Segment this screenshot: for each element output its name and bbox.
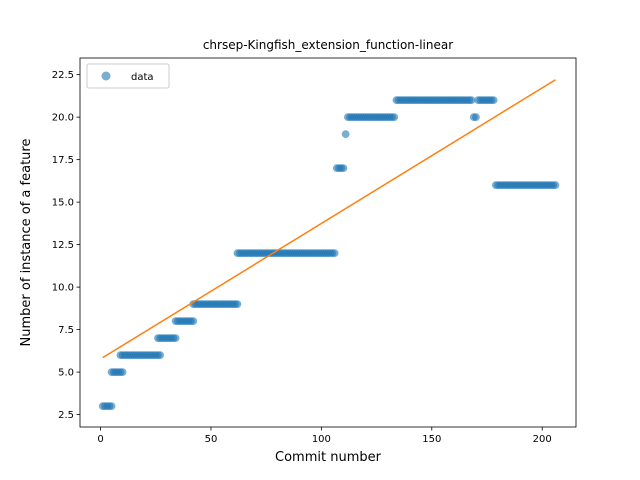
y-tick-label: 20.0 bbox=[52, 113, 74, 124]
x-tick-label: 50 bbox=[205, 434, 218, 445]
data-point bbox=[342, 130, 350, 138]
y-tick-label: 7.5 bbox=[58, 325, 74, 336]
legend-box bbox=[87, 64, 169, 88]
y-tick-label: 5.0 bbox=[58, 368, 74, 379]
y-tick-label: 15.0 bbox=[52, 198, 74, 209]
data-point bbox=[172, 334, 180, 342]
data-point bbox=[156, 351, 164, 359]
data-point bbox=[490, 96, 498, 104]
data-point bbox=[331, 249, 339, 257]
y-axis-label: Number of instance of a feature bbox=[19, 139, 34, 347]
legend: data bbox=[87, 64, 169, 88]
chart-title: chrsep-Kingfish_extension_function-linea… bbox=[203, 38, 453, 52]
data-point bbox=[552, 181, 560, 189]
data-point bbox=[189, 317, 197, 325]
y-tick-label: 12.5 bbox=[52, 240, 74, 251]
data-point bbox=[119, 368, 127, 376]
data-point bbox=[234, 300, 242, 308]
y-tick-label: 2.5 bbox=[58, 410, 74, 421]
data-point bbox=[340, 164, 348, 172]
y-tick-label: 10.0 bbox=[52, 283, 74, 294]
y-tick-label: 22.5 bbox=[52, 70, 74, 81]
data-point bbox=[390, 113, 398, 121]
x-tick-label: 150 bbox=[422, 434, 441, 445]
x-tick-label: 100 bbox=[312, 434, 331, 445]
data-point bbox=[108, 402, 116, 410]
y-tick-label: 17.5 bbox=[52, 155, 74, 166]
x-tick-label: 0 bbox=[97, 434, 103, 445]
data-point bbox=[472, 113, 480, 121]
x-axis-label: Commit number bbox=[275, 450, 382, 465]
x-tick-label: 200 bbox=[533, 434, 552, 445]
legend-marker-data bbox=[102, 72, 111, 81]
legend-label-data: data bbox=[131, 72, 154, 83]
